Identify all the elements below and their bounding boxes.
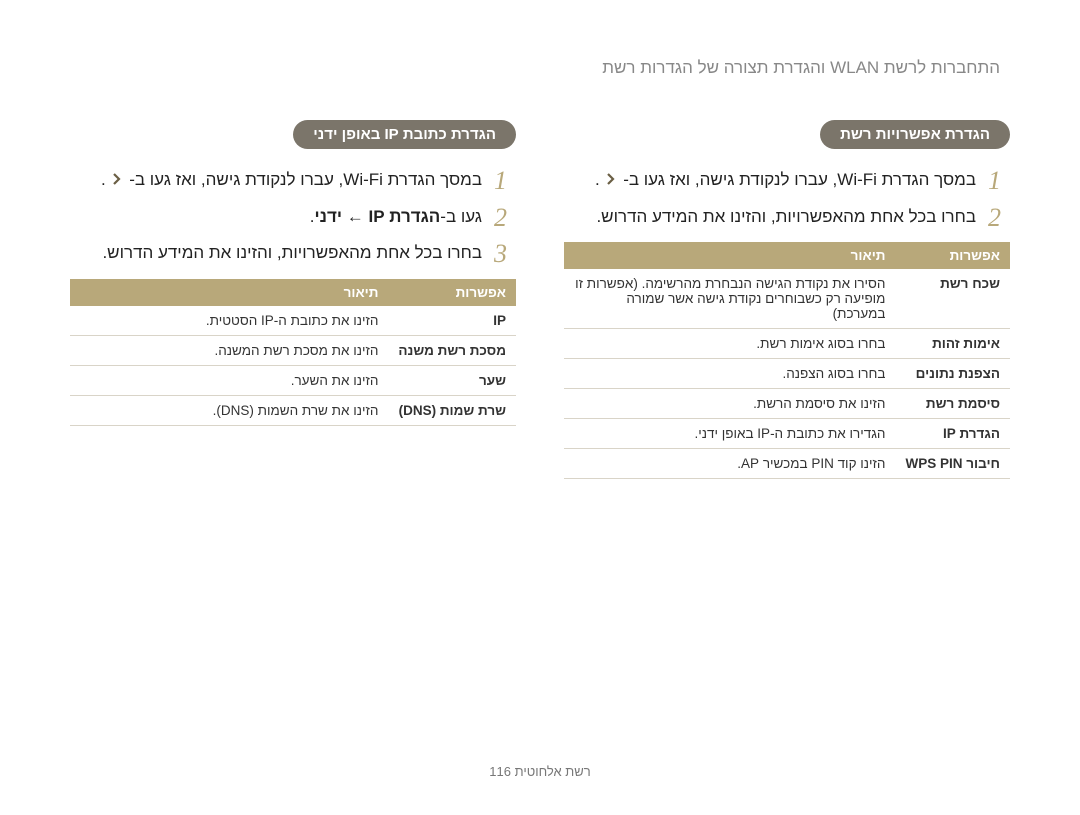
opt-name: סיסמת רשת [895, 389, 1010, 419]
left-options-table: אפשרות תיאור IPהזינו את כתובת ה-IP הסטטי… [70, 279, 516, 426]
opt-desc: הזינו את סיסמת הרשת. [564, 389, 895, 419]
opt-name: שרת שמות (DNS) [388, 395, 516, 425]
col-option: אפשרות [895, 242, 1010, 269]
table-row: אימות זהותבחרו בסוג אימות רשת. [564, 329, 1010, 359]
step-number: 3 [494, 240, 516, 269]
table-row: חיבור WPS PINהזינו קוד PIN במכשיר AP. [564, 449, 1010, 479]
opt-desc: הזינו את כתובת ה-IP הסטטית. [70, 306, 388, 336]
right-pill: הגדרת אפשרויות רשת [820, 120, 1010, 149]
content: הגדרת אפשרויות רשת 1 במסך הגדרת Wi-Fi, ע… [70, 120, 1010, 479]
step-text: במסך הגדרת Wi-Fi, עברו לנקודת גישה, ואז … [564, 167, 976, 193]
step-text-part: געו ב- [440, 207, 482, 226]
col-option: אפשרות [388, 279, 516, 306]
step: 2 געו ב-הגדרת IP ← ידני. [70, 204, 516, 233]
page-footer: רשת אלחוטית 116 [0, 764, 1080, 779]
opt-desc: הזינו את מסכת רשת המשנה. [70, 335, 388, 365]
opt-name: אימות זהות [895, 329, 1010, 359]
opt-name: IP [388, 306, 516, 336]
step: 2 בחרו בכל אחת מהאפשרויות, והזינו את המי… [564, 204, 1010, 233]
step-number: 1 [988, 167, 1010, 196]
step-number: 2 [988, 204, 1010, 233]
step-number: 2 [494, 204, 516, 233]
col-desc: תיאור [70, 279, 388, 306]
step-bold: הגדרת IP [368, 207, 440, 226]
table-row: שכח רשתהסירו את נקודת הגישה הנבחרת מהרשי… [564, 269, 1010, 329]
opt-desc: הגדירו את כתובת ה-IP באופן ידני. [564, 419, 895, 449]
arrow: ← [342, 207, 368, 226]
step-text: במסך הגדרת Wi-Fi, עברו לנקודת גישה, ואז … [70, 167, 482, 193]
step-bold: ידני [315, 207, 342, 226]
left-pill: הגדרת כתובת IP באופן ידני [293, 120, 516, 149]
chevron-icon [604, 168, 618, 194]
step-text: בחרו בכל אחת מהאפשרויות, והזינו את המידע… [70, 240, 482, 266]
opt-name: הצפנת נתונים [895, 359, 1010, 389]
table-row: הצפנת נתוניםבחרו בסוג הצפנה. [564, 359, 1010, 389]
step-number: 1 [494, 167, 516, 196]
opt-desc: הזינו קוד PIN במכשיר AP. [564, 449, 895, 479]
step-text: געו ב-הגדרת IP ← ידני. [70, 204, 482, 230]
table-row: שערהזינו את השער. [70, 365, 516, 395]
step: 1 במסך הגדרת Wi-Fi, עברו לנקודת גישה, וא… [564, 167, 1010, 196]
opt-name: הגדרת IP [895, 419, 1010, 449]
left-column: הגדרת כתובת IP באופן ידני 1 במסך הגדרת W… [70, 120, 516, 479]
table-row: הגדרת IPהגדירו את כתובת ה-IP באופן ידני. [564, 419, 1010, 449]
table-row: סיסמת רשתהזינו את סיסמת הרשת. [564, 389, 1010, 419]
opt-name: שכח רשת [895, 269, 1010, 329]
opt-name: חיבור WPS PIN [895, 449, 1010, 479]
right-column: הגדרת אפשרויות רשת 1 במסך הגדרת Wi-Fi, ע… [564, 120, 1010, 479]
step: 3 בחרו בכל אחת מהאפשרויות, והזינו את המי… [70, 240, 516, 269]
step: 1 במסך הגדרת Wi-Fi, עברו לנקודת גישה, וא… [70, 167, 516, 196]
right-options-table: אפשרות תיאור שכח רשתהסירו את נקודת הגישה… [564, 242, 1010, 479]
opt-name: שער [388, 365, 516, 395]
opt-desc: הזינו את השער. [70, 365, 388, 395]
opt-name: מסכת רשת משנה [388, 335, 516, 365]
step-text: בחרו בכל אחת מהאפשרויות, והזינו את המידע… [564, 204, 976, 230]
table-row: IPהזינו את כתובת ה-IP הסטטית. [70, 306, 516, 336]
opt-desc: בחרו בסוג אימות רשת. [564, 329, 895, 359]
opt-desc: הזינו את שרת השמות (DNS). [70, 395, 388, 425]
col-desc: תיאור [564, 242, 895, 269]
opt-desc: בחרו בסוג הצפנה. [564, 359, 895, 389]
chevron-icon [110, 168, 124, 194]
table-row: מסכת רשת משנההזינו את מסכת רשת המשנה. [70, 335, 516, 365]
step-text-part: במסך הגדרת Wi-Fi, עברו לנקודת גישה, ואז … [623, 170, 976, 189]
opt-desc: הסירו את נקודת הגישה הנבחרת מהרשימה. (אפ… [564, 269, 895, 329]
step-text-part: במסך הגדרת Wi-Fi, עברו לנקודת גישה, ואז … [129, 170, 482, 189]
table-row: שרת שמות (DNS)הזינו את שרת השמות (DNS). [70, 395, 516, 425]
page-title: התחברות לרשת WLAN והגדרת תצורה של הגדרות… [602, 58, 1000, 78]
